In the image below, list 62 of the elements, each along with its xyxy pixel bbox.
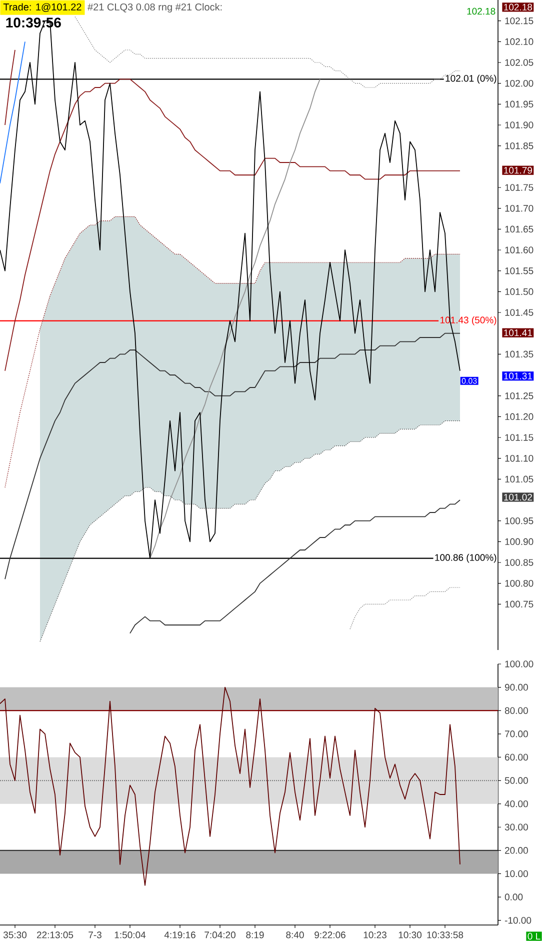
chart-title: Trade: 1@101.22 bbox=[3, 3, 82, 12]
ref-line-label: 102.01 (0%) bbox=[446, 74, 496, 84]
y-tick-label: 102.10 bbox=[505, 38, 534, 46]
x-tick-label: 22:13:05 bbox=[36, 932, 74, 938]
text: 102.18 bbox=[467, 8, 496, 15]
y-tick-label: 102.15 bbox=[505, 17, 534, 24]
y-tick-label: 101.10 bbox=[505, 454, 534, 462]
y-tick-label: 101.20 bbox=[505, 413, 534, 420]
x-tick-label: 1:50:04 bbox=[114, 932, 146, 938]
y-tick-label: 101.90 bbox=[505, 122, 534, 128]
x-tick-label: 10:33:58 bbox=[427, 932, 464, 938]
y-tick-label: 10.00 bbox=[505, 870, 528, 878]
y-tick-label: 102.05 bbox=[505, 59, 534, 66]
x-tick-label: 8:40 bbox=[286, 932, 304, 938]
annotation: 0.03 bbox=[462, 378, 477, 384]
y-tick-label: 0.00 bbox=[504, 894, 523, 900]
y-tick-label: 101.95 bbox=[505, 100, 534, 108]
text: 101.41 bbox=[504, 329, 532, 336]
text: 101.31 bbox=[504, 372, 532, 380]
y-tick-label: 40.00 bbox=[504, 800, 528, 808]
y-tick-label: 101.65 bbox=[505, 226, 534, 233]
y-tick-label: 90.00 bbox=[504, 684, 528, 691]
x-tick-label: 9:22:06 bbox=[314, 932, 346, 938]
y-tick-label: 100.85 bbox=[505, 559, 534, 566]
line-series bbox=[0, 686, 460, 886]
text: 101.79 bbox=[504, 166, 532, 174]
y-tick-label: 101.60 bbox=[505, 246, 534, 254]
text: 102.18 bbox=[504, 4, 532, 11]
text: 0 L bbox=[528, 932, 540, 940]
chart-subtitle: #21 CLQ3 0.08 rng #21 Clock: bbox=[88, 3, 222, 13]
x-tick-label: 4:19:16 bbox=[164, 932, 196, 938]
y-tick-label: 20.00 bbox=[505, 847, 528, 854]
y-tick-label: 101.15 bbox=[505, 434, 534, 441]
y-tick-label: 101.25 bbox=[505, 392, 534, 400]
y-tick-label: 102.00 bbox=[505, 80, 534, 87]
y-tick-label: 60.00 bbox=[505, 754, 528, 761]
y-tick-label: 101.45 bbox=[505, 309, 534, 316]
y-tick-label: 101.75 bbox=[505, 184, 534, 191]
y-tick-label: 101.55 bbox=[505, 267, 534, 274]
ref-line-label: 100.86 (100%) bbox=[435, 554, 496, 563]
y-tick-label: 100.90 bbox=[505, 538, 534, 546]
x-tick-label: 7-3 bbox=[88, 932, 102, 938]
x-tick-label: 35:30 bbox=[3, 932, 27, 938]
y-tick-label: 50.00 bbox=[504, 777, 528, 784]
x-tick-label: 7:04:20 bbox=[204, 932, 236, 938]
y-tick-label: 70.00 bbox=[505, 730, 528, 738]
y-tick-label: 101.35 bbox=[505, 350, 534, 358]
x-tick-label: 10:23 bbox=[364, 932, 386, 938]
y-tick-label: 101.85 bbox=[505, 142, 534, 150]
x-tick-label: 10:30 bbox=[398, 932, 422, 938]
x-tick-label: 8:19 bbox=[246, 932, 264, 938]
y-tick-label: 100.95 bbox=[505, 517, 534, 524]
y-tick-label: 100.80 bbox=[505, 580, 534, 587]
y-tick-label: 101.50 bbox=[505, 288, 534, 296]
y-tick-label: 30.00 bbox=[504, 824, 528, 830]
y-tick-label: 101.05 bbox=[505, 476, 534, 483]
y-tick-label: 101.70 bbox=[505, 204, 534, 212]
y-tick-label: -10.00 bbox=[504, 916, 532, 924]
y-tick-label: 100.00 bbox=[505, 660, 534, 668]
y-tick-label: 100.75 bbox=[505, 600, 534, 608]
y-tick-label: 80.00 bbox=[504, 707, 528, 714]
text: 101.02 bbox=[504, 494, 532, 501]
